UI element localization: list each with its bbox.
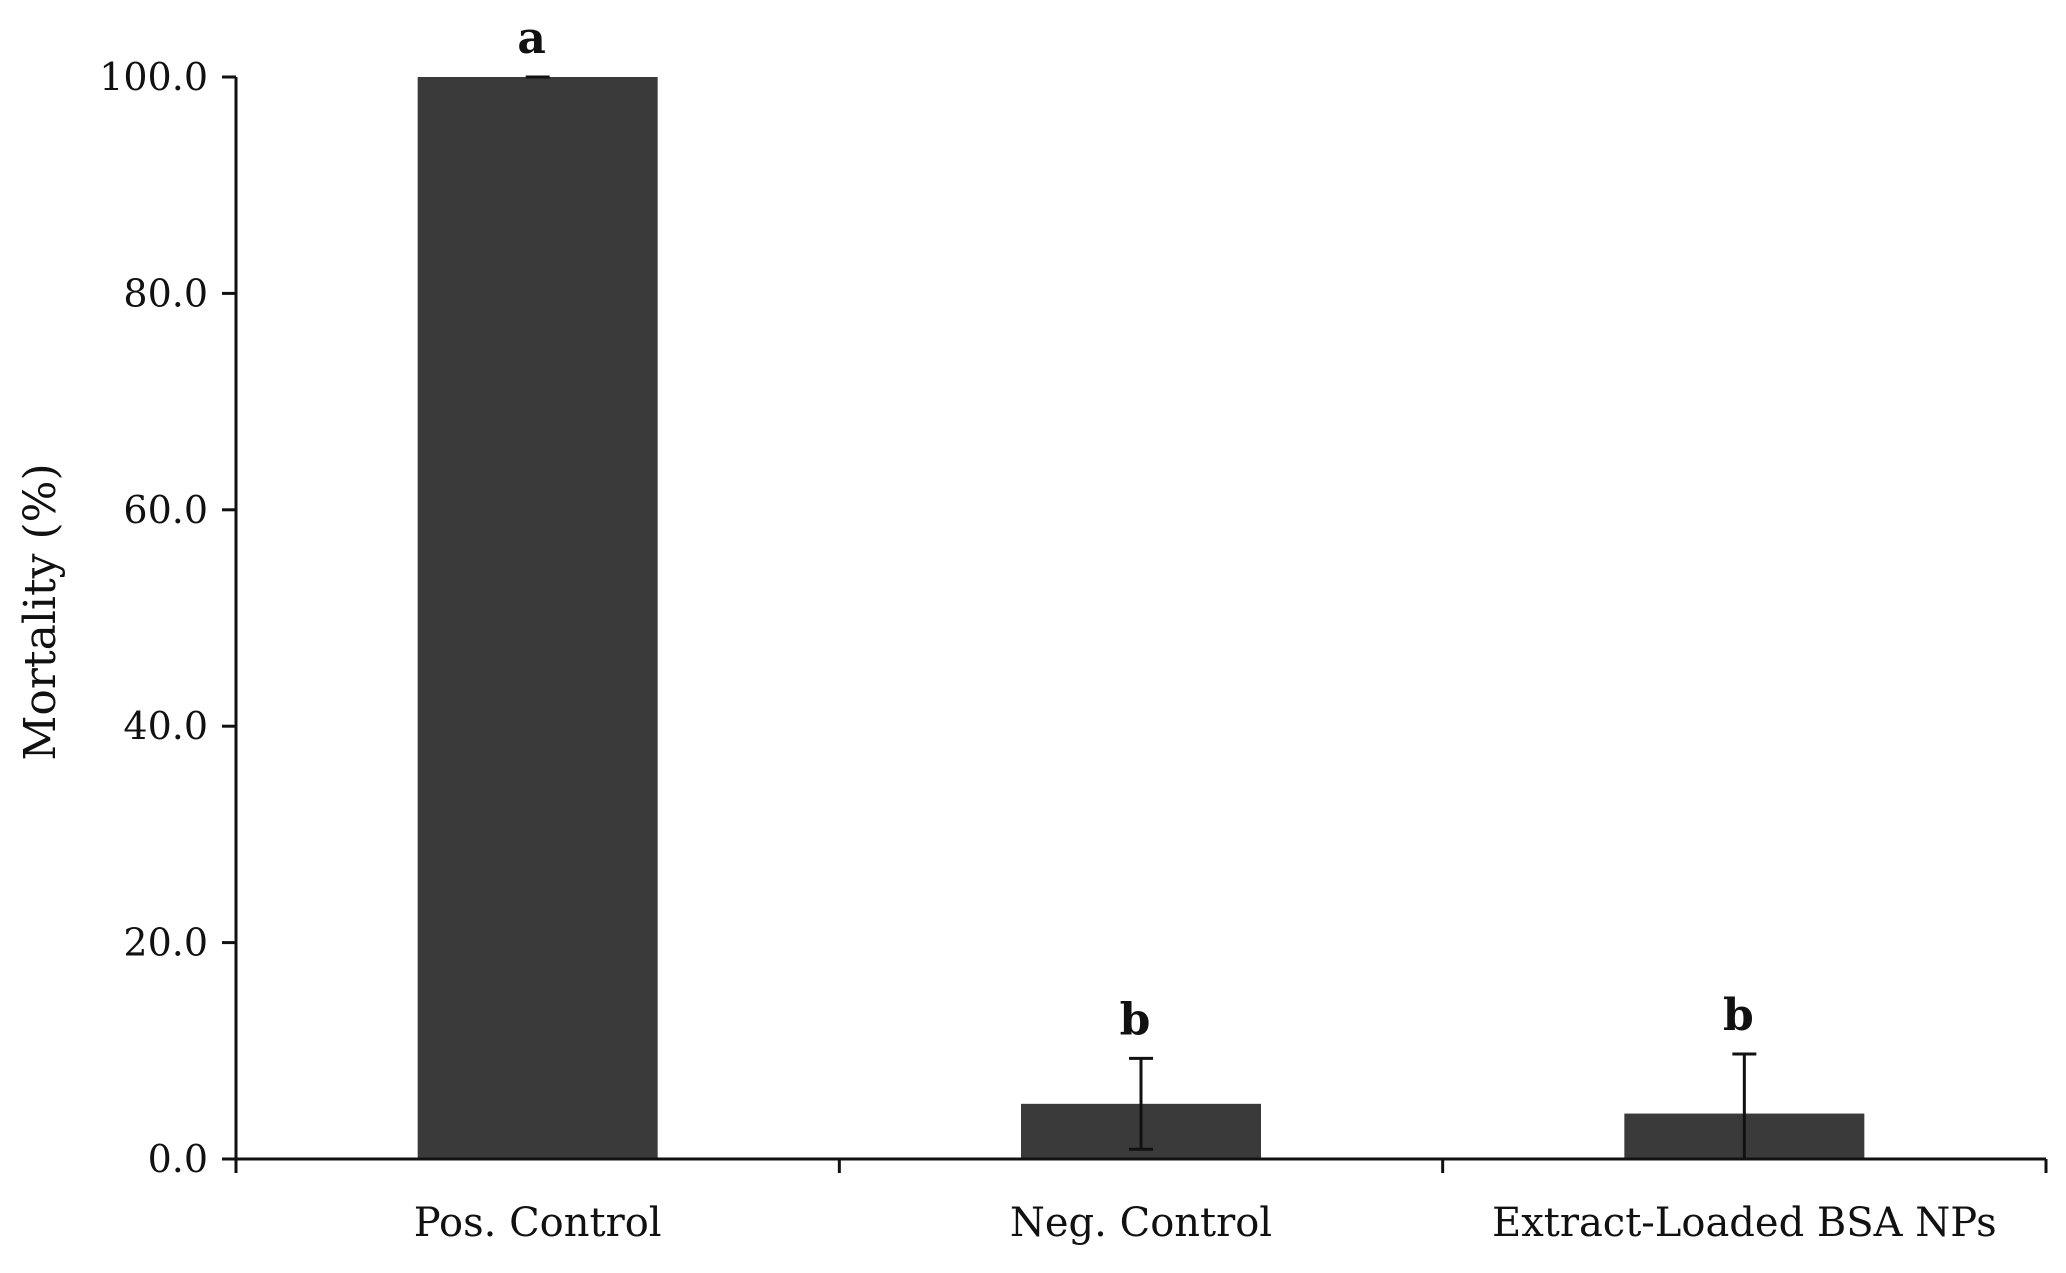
axes-layer [234, 77, 2046, 1161]
significance-labels-layer: a b b [517, 13, 1753, 1045]
y-tick-label: 0.0 [148, 1137, 208, 1181]
category-labels-layer: Pos. Control Neg. Control Extract-Loaded B… [414, 1200, 1997, 1246]
y-tick-label: 100.0 [99, 55, 208, 99]
y-tick-label: 80.0 [123, 271, 208, 315]
y-tick-label: 60.0 [123, 488, 208, 532]
bar [417, 77, 658, 1159]
y-ticks-layer: 0.0 20.0 40.0 60.0 80.0 100.0 [99, 55, 236, 1181]
category-label: Pos. Control [414, 1200, 662, 1246]
y-tick-label: 40.0 [123, 704, 208, 748]
category-label: Extract-Loaded BSA NPs [1492, 1200, 1997, 1246]
y-axis-title: Mortality (%) [15, 463, 66, 760]
bars-layer [417, 77, 1865, 1159]
significance-label: b [1723, 990, 1754, 1041]
significance-label: a [517, 13, 546, 64]
category-label: Neg. Control [1010, 1200, 1272, 1246]
y-tick-label: 20.0 [123, 921, 208, 965]
x-ticks-layer [234, 1159, 2048, 1173]
error-bars-layer [525, 75, 1757, 1161]
significance-label: b [1120, 994, 1151, 1045]
